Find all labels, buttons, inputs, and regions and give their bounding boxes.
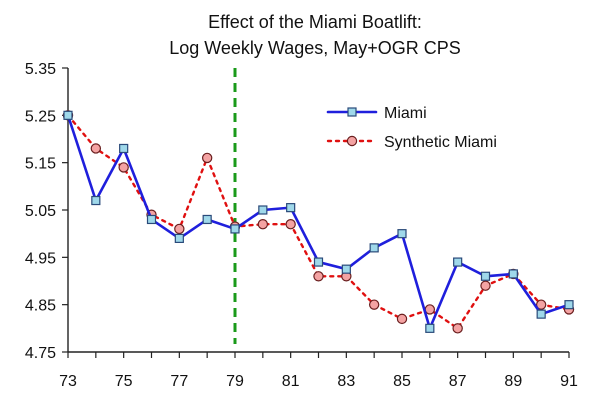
data-point: [202, 214, 212, 225]
y-tick-label: 4.95: [25, 250, 56, 267]
legend-swatch-marker: [347, 107, 357, 117]
data-point: [257, 218, 269, 230]
x-tick-label: 87: [449, 373, 467, 390]
data-point: [258, 205, 268, 215]
data-point: [90, 143, 102, 154]
data-point: [564, 300, 574, 310]
chart-title: Effect of the Miami Boatlift:: [208, 12, 422, 32]
x-tick-label: 85: [393, 373, 411, 390]
data-point: [118, 162, 129, 173]
y-tick-label: 4.75: [25, 345, 56, 362]
data-point: [230, 224, 240, 234]
data-point: [286, 203, 296, 213]
data-point: [201, 152, 213, 164]
data-point: [425, 323, 435, 333]
legend-item: Synthetic Miami: [326, 134, 497, 151]
x-tick-label: 91: [560, 373, 578, 390]
x-tick-label: 73: [59, 373, 77, 390]
data-point: [480, 280, 491, 291]
data-point: [146, 214, 157, 225]
legend-item: Miami: [326, 105, 427, 122]
series-synthetic-miami: [62, 110, 575, 334]
series-layer: [62, 110, 575, 334]
data-point: [369, 243, 379, 253]
data-point: [63, 110, 73, 120]
chart-subtitle: Log Weekly Wages, May+OGR CPS: [169, 38, 461, 58]
x-tick-label: 77: [170, 373, 188, 390]
data-point: [396, 313, 408, 325]
y-tick-label: 5.05: [25, 203, 56, 220]
data-point: [397, 229, 407, 239]
data-point: [341, 264, 351, 274]
data-point: [313, 271, 324, 282]
data-point: [91, 195, 101, 206]
x-tick-label: 75: [115, 373, 133, 390]
data-point: [452, 323, 463, 334]
data-point: [535, 299, 547, 310]
data-point: [536, 309, 546, 319]
x-tick-label: 83: [337, 373, 355, 390]
data-point: [368, 299, 380, 310]
data-point: [119, 143, 129, 154]
data-point: [313, 257, 324, 267]
y-tick-label: 5.15: [25, 156, 56, 173]
data-point: [480, 271, 491, 281]
data-point: [285, 218, 296, 230]
legend: Miami Synthetic Miami: [326, 105, 497, 151]
legend-label: Synthetic Miami: [384, 134, 497, 151]
y-tick-label: 5.25: [25, 108, 56, 125]
x-tick-label: 79: [226, 373, 244, 390]
data-point: [508, 269, 518, 279]
y-tick-label: 4.85: [25, 298, 56, 315]
legend-swatch-marker: [346, 135, 358, 147]
series-miami: [63, 110, 574, 333]
legend-label: Miami: [384, 105, 427, 122]
data-point: [174, 223, 185, 235]
x-tick-label: 89: [504, 373, 522, 390]
data-point: [174, 233, 184, 243]
x-tick-label: 81: [282, 373, 300, 390]
y-tick-label: 5.35: [25, 61, 56, 78]
data-point: [453, 257, 463, 267]
data-point: [424, 304, 436, 315]
